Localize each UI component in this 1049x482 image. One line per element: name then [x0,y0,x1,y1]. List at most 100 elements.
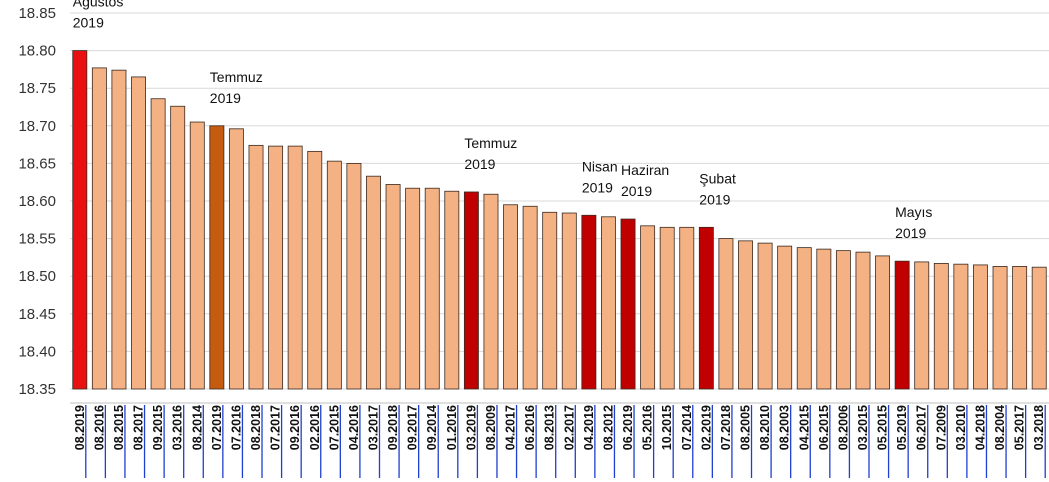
x-tick-label: 02.2019 [699,405,713,450]
annotation: Mayıs 2019 [895,204,932,241]
x-tick-label: 02.2017 [562,405,576,450]
bar [973,264,988,390]
x-tick-label: 04.2016 [347,405,361,450]
x-tick-label: 08.2005 [739,405,753,450]
x-tick-label: 06.2019 [621,405,635,450]
x-tick-label: 03.2018 [1032,405,1046,450]
x-tick-label: 09.2017 [406,405,420,450]
y-tick-label: 18.65 [18,155,56,172]
x-tick-label: 06.2015 [817,405,831,450]
bar [875,255,891,390]
annotation-line: 2019 [582,179,613,195]
bar [816,248,832,390]
bar [405,187,421,390]
x-tick-label: 07.2014 [680,405,694,450]
y-tick-label: 18.70 [18,118,56,135]
bar [111,69,127,390]
x-tick-label: 01.2016 [445,405,459,450]
x-tick-label: 06.2016 [523,405,537,450]
bar [581,214,597,390]
annotation: Ağustos 2019 [73,0,124,31]
x-tick-label: 08.2015 [112,405,126,450]
x-tick-label: 07.2016 [229,405,243,450]
x-tick-label: 04.2019 [582,405,596,450]
bar [209,125,225,390]
annotation-line: 2019 [464,156,495,172]
bar [659,226,675,390]
bar [424,187,440,390]
x-tick-label: 03.2017 [366,405,380,450]
x-tick-label: 05.2015 [876,405,890,450]
annotation-line: Nisan [582,158,618,174]
bar [1031,266,1047,390]
x-tick-label: 04.2018 [973,405,987,450]
bar [346,162,362,390]
y-tick-label: 18.45 [18,306,56,323]
x-tick-label: 08.2009 [484,405,498,450]
bar [855,251,871,390]
bar [757,242,773,390]
x-tick-label: 08.2013 [543,405,557,450]
annotation-line: 2019 [699,191,730,207]
x-tick-label: 08.2003 [778,405,792,450]
x-tick-label: 07.2018 [719,405,733,450]
bar [189,121,205,390]
annotation: Haziran 2019 [621,162,669,199]
bar [483,193,499,390]
x-tick-label: 07.2017 [269,405,283,450]
annotation-line: 2019 [895,225,926,241]
x-tick-label: 07.2015 [327,405,341,450]
bar [738,240,753,390]
bar [796,247,812,390]
bar [914,261,930,390]
x-tick-label: 08.2014 [190,405,204,450]
bar [228,128,244,390]
bar [287,145,303,390]
x-tick-label: 08.2017 [132,405,146,450]
x-tick-label: 07.2009 [934,405,948,450]
x-tick-label: 08.2004 [993,405,1007,450]
y-tick-label: 18.75 [18,80,56,97]
annotation-line: Temmuz [210,69,263,85]
bar [463,191,479,390]
bar [307,150,323,390]
x-tick-label: 06.2017 [915,405,929,450]
annotation-line: 2019 [210,90,241,106]
x-tick-label: 09.2014 [425,405,439,450]
bar [698,226,714,390]
x-tick-label: 08.2018 [249,405,263,450]
bar [72,50,88,390]
x-tick-label: 04.2015 [797,405,811,450]
annotation: Şubat 2019 [699,170,736,207]
x-tick-label: 03.2019 [464,405,478,450]
bar [170,105,186,390]
x-tick-label: 04.2017 [504,405,518,450]
x-tick-label: 07.2019 [210,405,224,450]
x-tick-label: 09.2018 [386,405,400,450]
x-tick-label: 08.2006 [836,405,850,450]
bar [933,263,949,390]
annotation-line: Mayıs [895,204,932,220]
x-tick-label: 05.2019 [895,405,909,450]
x-tick-label: 08.2019 [73,405,87,450]
bar [385,184,401,390]
bar [992,266,1008,390]
bar [620,218,636,390]
annotation-line: Haziran [621,162,669,178]
bar [894,260,910,390]
x-tick-label: 09.2016 [288,405,302,450]
annotation-line: Şubat [699,170,736,186]
x-tick-label: 09.2015 [151,405,165,450]
annotation-line: 2019 [621,183,652,199]
bar [503,204,518,390]
bar [1012,266,1028,390]
bar [248,144,264,390]
annotation-line: 2019 [73,15,104,31]
x-tick-label: 10.2015 [660,405,674,450]
bar [542,211,558,390]
x-tick-label: 02.2016 [308,405,322,450]
y-tick-label: 18.55 [18,231,56,248]
bar [522,205,538,390]
x-tick-label: 08.2012 [601,405,615,450]
